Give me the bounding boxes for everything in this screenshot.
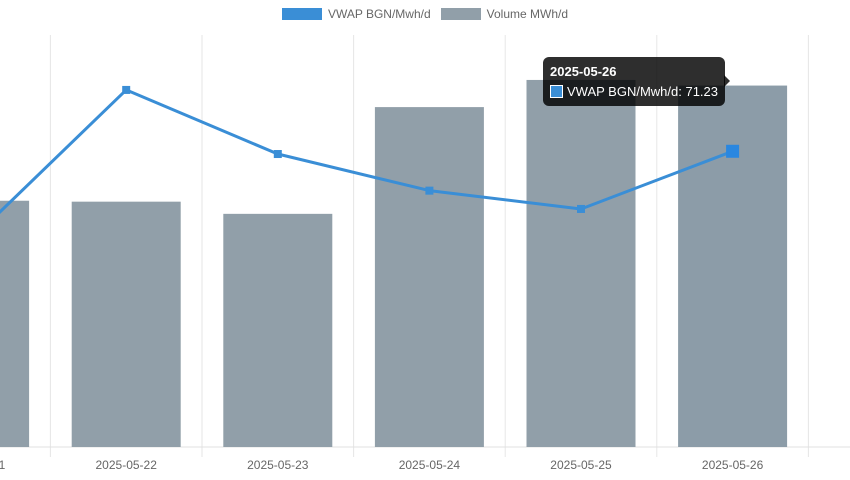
bar-volume (223, 213, 333, 447)
x-tick-label: 2025-05-22 (96, 458, 158, 472)
tooltip-label: VWAP BGN/Mwh/d: 71.23 (567, 84, 719, 99)
x-tick-label: 2025-05-23 (247, 458, 309, 472)
point-vwap (726, 144, 740, 158)
chart-legend: VWAP BGN/Mwh/d Volume MWh/d (0, 7, 850, 21)
bar-volume (526, 79, 636, 447)
legend-label-vwap: VWAP BGN/Mwh/d (327, 7, 431, 21)
bar-volume (678, 85, 788, 448)
point-vwap (273, 150, 282, 159)
legend-swatch-vwap (281, 8, 322, 20)
legend-swatch-volume (440, 8, 481, 20)
x-tick-label: 2025-05-24 (399, 458, 461, 472)
tooltip-title: 2025-05-26 (550, 64, 617, 79)
point-vwap (577, 204, 585, 213)
legend-label-volume: Volume MWh/d (486, 7, 569, 21)
point-vwap (122, 85, 131, 94)
x-tick-label: 2025-05-26 (702, 458, 764, 472)
bar-volume (374, 107, 484, 447)
tooltip-row: VWAP BGN/Mwh/d: 71.23 (550, 83, 718, 100)
point-vwap (425, 186, 434, 195)
x-tick-label: 2025-05-25 (550, 458, 612, 472)
legend-item-volume[interactable]: Volume MWh/d (440, 7, 569, 21)
legend-item-vwap[interactable]: VWAP BGN/Mwh/d (281, 7, 431, 21)
bar-volume (0, 200, 30, 447)
bar-volume (71, 201, 181, 447)
line-vwap (0, 88, 734, 214)
tooltip-caret (724, 75, 730, 87)
tooltip-color-box (550, 85, 563, 98)
chart-tooltip: 2025-05-26 VWAP BGN/Mwh/d: 71.23 (543, 57, 726, 106)
x-tick-label: 2025-05-21 (0, 458, 6, 472)
